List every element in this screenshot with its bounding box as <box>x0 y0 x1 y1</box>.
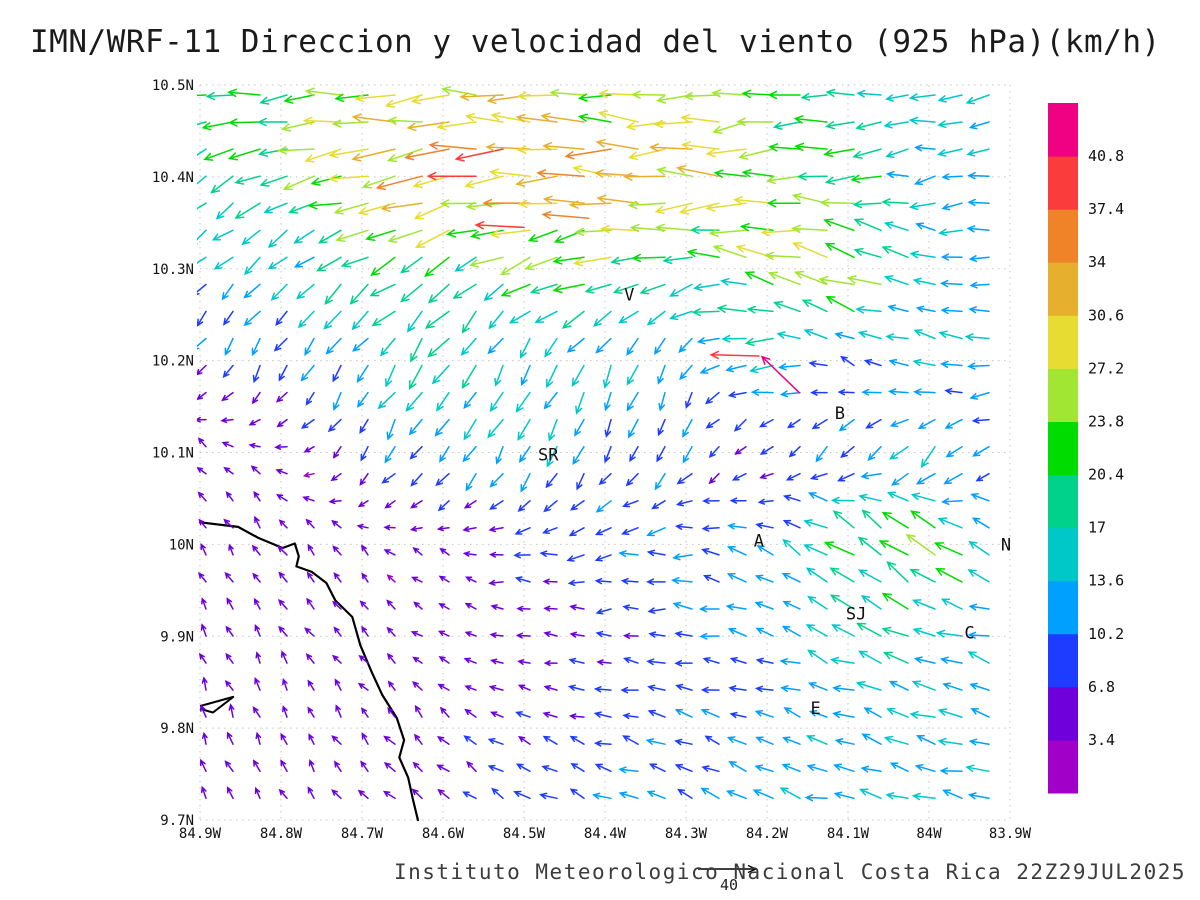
svg-text:84W: 84W <box>916 826 942 842</box>
reference-arrow <box>698 864 758 874</box>
svg-text:17: 17 <box>1088 519 1106 537</box>
axis-labels-group: 84.9W 84.8W 84.7W 84.6W 84.5W 84.4W 84.3W 84.2W… <box>152 78 1032 842</box>
svg-text:27.2: 27.2 <box>1088 359 1124 377</box>
svg-text:83.9W: 83.9W <box>989 826 1032 842</box>
svg-text:9.9N: 9.9N <box>160 629 194 645</box>
reference-vector-label: 40 <box>720 876 739 894</box>
station-label: V <box>624 285 634 305</box>
station-label: SJ <box>846 604 866 624</box>
svg-text:10.4N: 10.4N <box>152 170 194 186</box>
svg-text:6.8: 6.8 <box>1088 678 1115 696</box>
station-label: B <box>835 404 845 424</box>
svg-text:10.2N: 10.2N <box>152 354 194 370</box>
svg-text:84.5W: 84.5W <box>503 826 546 842</box>
station-label: C <box>964 624 974 644</box>
svg-text:84.8W: 84.8W <box>260 826 303 842</box>
station-label: A <box>754 532 764 552</box>
svg-text:10.2: 10.2 <box>1088 625 1124 643</box>
svg-text:13.6: 13.6 <box>1088 572 1124 590</box>
station-label: N <box>1001 535 1011 555</box>
svg-text:10.5N: 10.5N <box>152 78 194 94</box>
svg-text:84.7W: 84.7W <box>341 826 384 842</box>
svg-text:10.3N: 10.3N <box>152 262 194 278</box>
svg-text:84.4W: 84.4W <box>584 826 627 842</box>
svg-text:10.1N: 10.1N <box>152 446 194 462</box>
chart-title: IMN/WRF-11 Direccion y velocidad del vie… <box>30 24 1161 60</box>
svg-text:84.3W: 84.3W <box>665 826 708 842</box>
svg-text:84.9W: 84.9W <box>179 826 222 842</box>
chart-footer: Instituto Meteorologico Nacional Costa R… <box>393 860 1186 884</box>
svg-text:23.8: 23.8 <box>1088 412 1124 430</box>
svg-text:40.8: 40.8 <box>1088 147 1124 165</box>
svg-text:9.8N: 9.8N <box>160 721 194 737</box>
svg-text:10N: 10N <box>169 537 194 553</box>
station-label: E <box>810 699 820 719</box>
svg-text:30.6: 30.6 <box>1088 306 1124 324</box>
svg-text:34: 34 <box>1088 253 1106 271</box>
station-labels-group: V B SR A N SJ C E <box>538 285 1011 718</box>
wind-arrows-group <box>197 86 990 802</box>
station-label: SR <box>538 445 559 465</box>
svg-text:9.7N: 9.7N <box>160 813 194 829</box>
svg-text:84.1W: 84.1W <box>827 826 870 842</box>
coastline-group <box>198 521 419 822</box>
svg-text:84.6W: 84.6W <box>422 826 465 842</box>
svg-text:3.4: 3.4 <box>1088 731 1115 749</box>
svg-text:84.2W: 84.2W <box>746 826 789 842</box>
colorbar-group: 3.4 6.8 10.2 13.6 17 20.4 23.8 27.2 30.6 34 37.4 40… <box>1048 103 1124 794</box>
svg-text:20.4: 20.4 <box>1088 466 1124 484</box>
svg-text:37.4: 37.4 <box>1088 200 1124 218</box>
